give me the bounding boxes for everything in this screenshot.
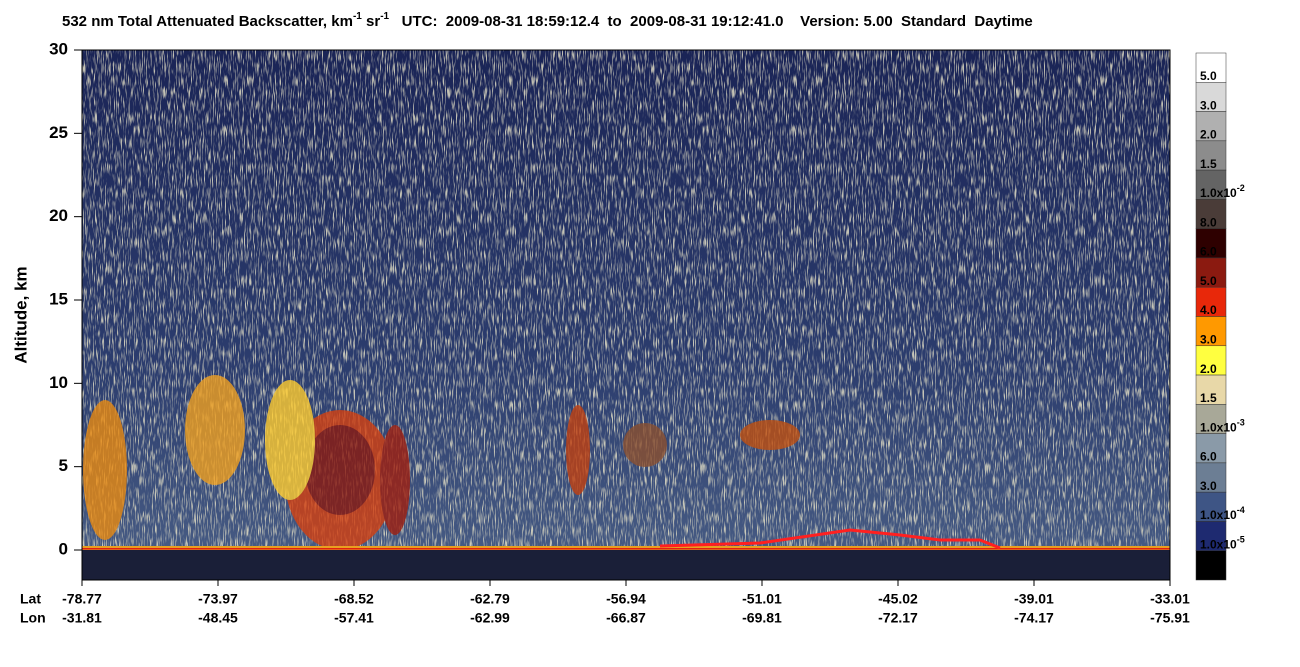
colorbar-swatch: [1195, 550, 1227, 581]
colorbar-swatch: [1195, 404, 1227, 434]
y-tick-label: 10: [49, 373, 68, 392]
y-tick-label: 15: [49, 289, 68, 308]
colorbar-label: 1.5: [1200, 157, 1217, 171]
colorbar-swatch: [1195, 374, 1227, 405]
colorbar-label: 6.0: [1200, 245, 1217, 259]
y-tick-label: 5: [59, 456, 68, 475]
colorbar-label-text: 3.0: [1200, 98, 1217, 112]
colorbar-label-text: 8.0: [1200, 216, 1217, 230]
lon-label: -31.81: [62, 610, 102, 626]
lon-label: -62.99: [470, 610, 510, 626]
y-tick-label: 20: [49, 206, 68, 225]
colorbar-swatch: [1195, 52, 1227, 83]
lat-label: -78.77: [62, 591, 102, 607]
colorbar-label: 5.0: [1200, 274, 1217, 288]
lon-label: -69.81: [742, 610, 782, 626]
lat-label: -56.94: [606, 591, 646, 607]
colorbar-label: 3.0: [1200, 98, 1217, 112]
colorbar-label-text: 6.0: [1200, 450, 1217, 464]
lat-label: -68.52: [334, 591, 374, 607]
lat-label: -45.02: [878, 591, 918, 607]
colorbar-label-text: 1.0x10: [1200, 508, 1237, 522]
colorbar-swatch: [1195, 199, 1227, 229]
lat-label: -62.79: [470, 591, 510, 607]
lat-label: -33.01: [1150, 591, 1190, 607]
lon-label: -66.87: [606, 610, 646, 626]
y-tick-label: 25: [49, 123, 68, 142]
colorbar-label-text: 1.5: [1200, 157, 1217, 171]
colorbar-label: 1.0x10-3: [1200, 418, 1245, 435]
y-axis-label: Altitude, km: [11, 266, 30, 363]
colorbar-label: 5.0: [1200, 69, 1217, 83]
colorbar-swatch: [1195, 433, 1227, 464]
lon-label: -75.91: [1150, 610, 1190, 626]
colorbar-label-exp: -4: [1237, 506, 1245, 516]
x-row-label: Lat: [20, 591, 41, 607]
lon-label: -57.41: [334, 610, 374, 626]
colorbar-label-exp: -5: [1237, 535, 1245, 545]
colorbar-swatch: [1195, 111, 1227, 142]
colorbar-swatch: [1195, 521, 1227, 551]
colorbar-label: 1.0x10-2: [1200, 183, 1245, 200]
lat-label: -39.01: [1014, 591, 1054, 607]
lat-label: -51.01: [742, 591, 782, 607]
colorbar-label: 8.0: [1200, 216, 1217, 230]
colorbar-label-text: 1.0x10: [1200, 421, 1237, 435]
colorbar-label-text: 2.0: [1200, 362, 1217, 376]
colorbar-swatch: [1195, 462, 1227, 493]
colorbar-label: 2.0: [1200, 362, 1217, 376]
colorbar-label-text: 5.0: [1200, 69, 1217, 83]
colorbar-label: 6.0: [1200, 450, 1217, 464]
y-tick-label: 30: [49, 39, 68, 58]
colorbar-label: 1.0x10-4: [1200, 506, 1245, 523]
lon-label: -74.17: [1014, 610, 1054, 626]
colorbar-swatch: [1195, 491, 1227, 522]
colorbar-label-text: 2.0: [1200, 128, 1217, 142]
colorbar-label-text: 1.0x10: [1200, 538, 1237, 552]
colorbar-label-text: 6.0: [1200, 245, 1217, 259]
colorbar-label: 4.0: [1200, 303, 1217, 317]
lon-label: -72.17: [878, 610, 918, 626]
colorbar-label-text: 4.0: [1200, 303, 1217, 317]
colorbar-swatch: [1195, 169, 1227, 200]
colorbar-label-exp: -3: [1237, 418, 1245, 428]
y-tick-label: 0: [59, 539, 68, 558]
chart-title: 532 nm Total Attenuated Backscatter, km-…: [62, 11, 1033, 30]
x-row-label: Lon: [20, 610, 46, 626]
colorbar: 5.03.02.01.51.0x10-28.06.05.04.03.02.01.…: [1195, 52, 1245, 581]
colorbar-label-text: 5.0: [1200, 274, 1217, 288]
colorbar-label-text: 3.0: [1200, 333, 1217, 347]
colorbar-label: 1.0x10-5: [1200, 535, 1245, 552]
colorbar-label: 3.0: [1200, 479, 1217, 493]
colorbar-label: 3.0: [1200, 333, 1217, 347]
lat-label: -73.97: [198, 591, 238, 607]
colorbar-label-text: 1.0x10: [1200, 186, 1237, 200]
backscatter-image: [82, 50, 1170, 580]
colorbar-label-exp: -2: [1237, 183, 1245, 193]
colorbar-swatch: [1195, 316, 1227, 347]
colorbar-swatch: [1195, 140, 1227, 171]
colorbar-label-text: 3.0: [1200, 479, 1217, 493]
colorbar-label: 2.0: [1200, 128, 1217, 142]
colorbar-swatch: [1195, 345, 1227, 376]
lon-label: -48.45: [198, 610, 238, 626]
colorbar-label-text: 1.5: [1200, 391, 1217, 405]
colorbar-label: 1.5: [1200, 391, 1217, 405]
colorbar-swatch: [1195, 82, 1227, 112]
